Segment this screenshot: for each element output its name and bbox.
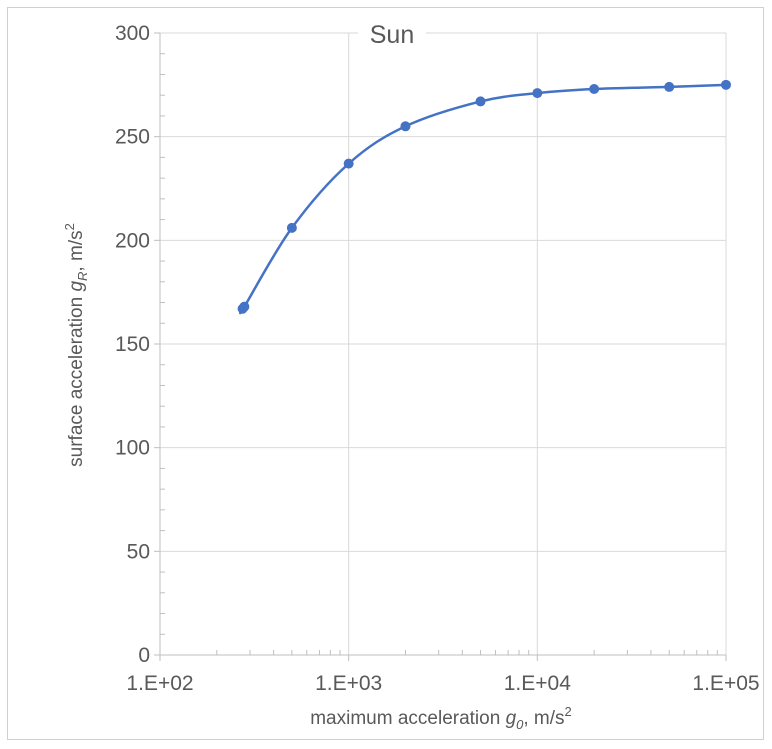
series <box>237 79 731 315</box>
y-axis-title-variable: g <box>66 281 87 292</box>
axes <box>154 32 727 661</box>
series-0-point-3 <box>343 158 354 169</box>
x-axis-title-unit: , m/s <box>523 708 564 729</box>
x-tick-label-0: 1.E+02 <box>126 672 193 695</box>
x-tick-label-3: 1.E+05 <box>692 672 759 695</box>
series-0-point-5 <box>475 96 486 107</box>
y-axis-title-unit: , m/s <box>66 230 87 271</box>
tick-labels: 0 50 100 150 200 250 300 1.E+02 1.E+03 1.E+04 1.E+… <box>115 22 760 695</box>
y-tick-label-100: 100 <box>115 437 150 460</box>
y-axis-title-subscript: R <box>75 272 90 281</box>
series-0-point-1 <box>239 301 250 312</box>
y-tick-label-50: 50 <box>127 540 150 563</box>
chart-frame <box>7 7 764 740</box>
series-0-line <box>239 83 727 315</box>
y-tick-label-150: 150 <box>115 333 150 356</box>
x-tick-label-2: 1.E+04 <box>504 672 571 695</box>
series-0-point-7 <box>589 83 600 94</box>
y-tick-label-200: 200 <box>115 229 150 252</box>
series-0-point-8 <box>664 81 675 92</box>
x-axis-title-prefix: maximum acceleration <box>310 708 505 729</box>
series-0-point-2 <box>286 222 297 233</box>
y-axis-title-superscript: 2 <box>62 223 77 230</box>
y-tick-label-300: 300 <box>115 22 150 45</box>
grid <box>160 32 727 655</box>
x-tick-label-1: 1.E+03 <box>315 672 382 695</box>
chart-title-background <box>358 14 426 54</box>
x-axis-title: maximum acceleration g0, m/s2 <box>310 704 572 732</box>
x-axis-title-variable: g <box>506 708 517 729</box>
series-0-point-4 <box>400 121 411 132</box>
series-0-point-6 <box>532 88 543 99</box>
y-tick-label-250: 250 <box>115 126 150 149</box>
y-axis-title: surface acceleration gR, m/s2 <box>62 223 90 467</box>
chart-title: Sun <box>370 21 414 49</box>
x-axis-title-subscript: 0 <box>516 717 524 732</box>
series-0-point-9 <box>721 79 731 90</box>
x-axis-title-superscript: 2 <box>565 704 572 719</box>
y-axis-title-prefix: surface acceleration <box>66 292 87 467</box>
y-tick-label-0: 0 <box>138 644 150 667</box>
